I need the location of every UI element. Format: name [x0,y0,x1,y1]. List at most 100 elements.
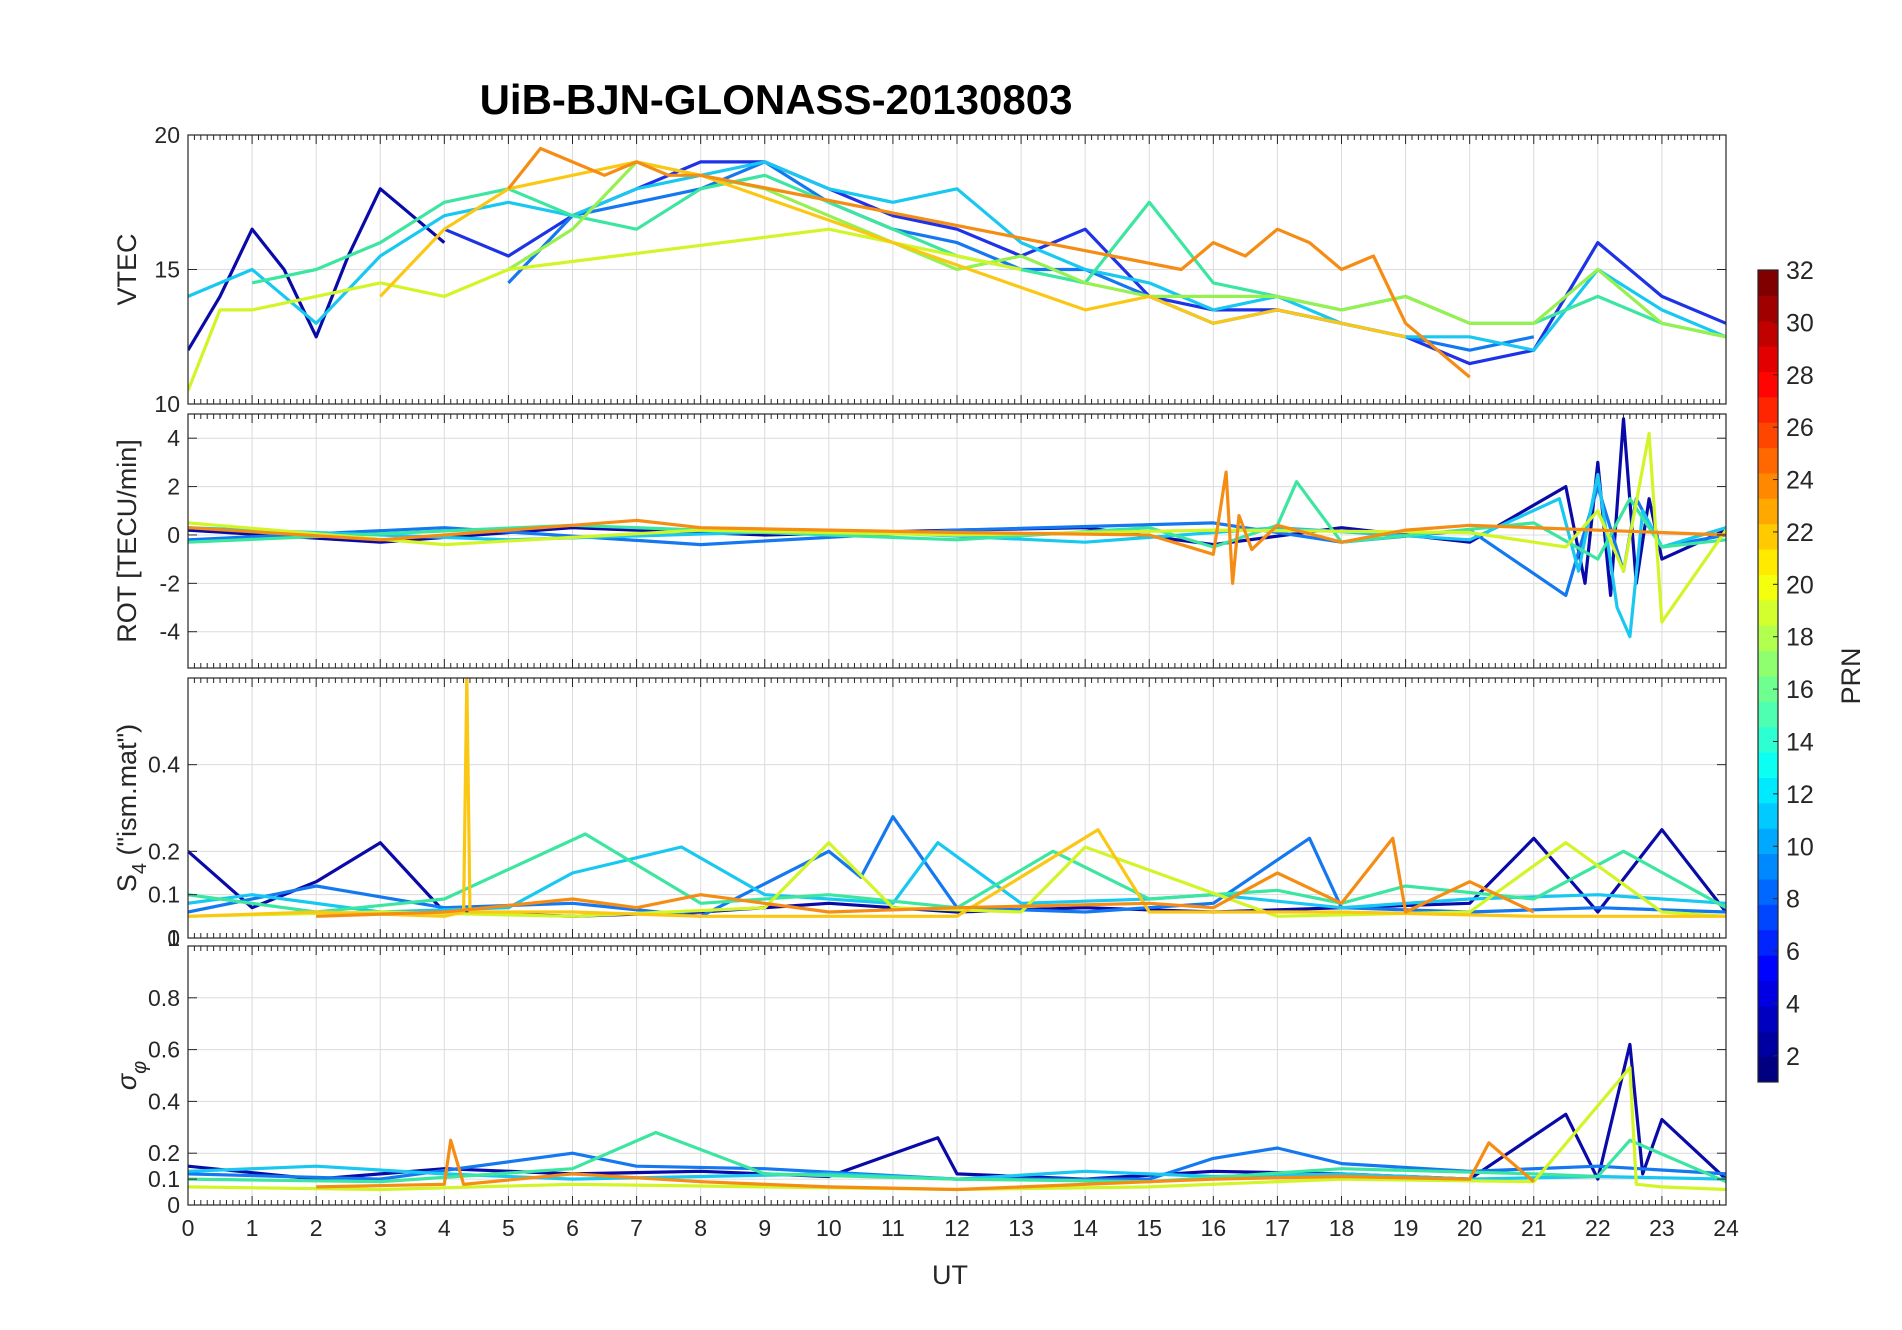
colorbar-segment [1758,422,1778,449]
colorbar-segment [1758,346,1778,372]
series-line-prn-24 [507,146,1471,379]
x-tick-label: 2 [310,1215,323,1241]
x-tick-label: 7 [630,1215,643,1241]
x-tick-label: 0 [182,1215,195,1241]
y-tick-label: 1 [167,925,180,951]
x-tick-label: 20 [1457,1215,1483,1241]
x-tick-label: 11 [881,1215,905,1241]
colorbar-segment [1758,650,1778,677]
x-tick-label: 1 [246,1215,259,1241]
colorbar-segment [1758,270,1778,296]
panel-VTEC: 10 15 20 VTEC [112,122,1727,417]
colorbar-segment [1758,523,1778,550]
colorbar-tick-label: 8 [1786,886,1800,914]
panel-ROT: -4 -2 0 2 4 ROT [TECU/min] [112,413,1727,669]
colorbar-tick-label: 28 [1786,362,1814,390]
y-tick-label: 0.6 [148,1037,180,1063]
colorbar-segment [1758,955,1778,981]
x-tick-label: 4 [438,1215,451,1241]
y-tick-label: 10 [154,391,180,417]
y-axis-label: σφ [112,1061,151,1090]
colorbar-tick-label: 12 [1786,781,1814,809]
series-line-prn-24 [316,836,1535,918]
x-tick-label: 5 [502,1215,515,1241]
x-tick-label: 24 [1713,1215,1739,1241]
y-tick-label: 0.2 [148,838,180,864]
series-line-prn-17 [507,160,1726,339]
y-tick-label: 4 [167,425,180,451]
colorbar-segment [1758,396,1778,423]
colorbar-segment [1758,853,1778,880]
colorbar-tick-label: 14 [1786,728,1814,756]
chart-title: UiB-BJN-GLONASS-20130803 [480,76,1073,123]
y-tick-label: 0.4 [148,752,180,778]
y-axis-label: S4 ("ism.mat") [112,724,151,892]
colorbar-tick-label: 24 [1786,467,1814,495]
colorbar-segment [1758,701,1778,728]
colorbar-segment [1758,625,1778,652]
x-tick-label: 12 [944,1215,970,1241]
series-line-prn-14 [188,480,1726,561]
colorbar-tick-label: 10 [1786,833,1814,861]
colorbar-segment [1758,929,1778,956]
series-line-prn-22 [379,160,1406,339]
colorbar-tick-label: 32 [1786,257,1814,285]
series-line-prn-19 [188,1066,1726,1192]
x-tick-label: 13 [1008,1215,1034,1241]
series-line-prn-19 [188,431,1726,624]
x-tick-label: 23 [1649,1215,1675,1241]
x-tick-label: 3 [374,1215,387,1241]
x-tick-label: 9 [758,1215,771,1241]
colorbar-label: PRN [1836,647,1866,704]
colorbar-segment [1758,904,1778,931]
colorbar-tick-label: 22 [1786,519,1814,547]
colorbar-segment [1758,447,1778,474]
y-tick-label: 0 [167,522,180,548]
series-group [188,146,1726,392]
colorbar-tick-label: 18 [1786,624,1814,652]
colorbar-segment [1758,980,1778,1007]
x-tick-label: 16 [1201,1215,1227,1241]
colorbar-tick-label: 26 [1786,414,1814,442]
y-tick-label: 20 [154,122,180,148]
y-axis-label: VTEC [112,233,142,305]
colorbar-tick-label: 2 [1786,1043,1800,1071]
y-axis-label: ROT [TECU/min] [112,439,142,643]
y-tick-label: -2 [160,570,180,596]
colorbar-segment [1758,752,1778,778]
series-group [188,678,1726,918]
colorbar-segment [1758,1031,1778,1058]
y-tick-label: 0.1 [148,882,180,908]
series-line-prn-2 [188,828,1726,918]
x-tick-label: 10 [816,1215,842,1241]
y-tick-label: 0.8 [148,985,180,1011]
y-tick-label: -4 [160,619,181,645]
colorbar-tick-label: 4 [1786,990,1800,1018]
series-line-prn-5 [443,160,1726,366]
series-line-prn-2 [188,187,446,352]
series-line-prn-24 [188,470,1726,585]
colorbar-segment [1758,1005,1778,1032]
y-tick-label: 0.1 [148,1166,180,1192]
series-line-prn-22 [188,678,1726,918]
colorbar-tick-label: 20 [1786,571,1814,599]
colorbar-segment [1758,879,1778,905]
colorbar-segment [1758,802,1778,829]
series-line-prn-11 [188,160,1726,352]
colorbar-segment [1758,320,1778,347]
panel-S4: 0 0.1 0.2 0.4 1 S4 ("ism.mat") [112,677,1727,951]
colorbar-segment [1758,726,1778,753]
colorbar-frame [1757,269,1779,1083]
y-tick-label: 0.2 [148,1140,180,1166]
y-tick-label: 2 [167,474,180,500]
colorbar-segment [1758,371,1778,398]
series-line-prn-19 [188,227,1022,392]
colorbar-segment [1758,498,1778,525]
y-tick-label: 15 [154,257,180,283]
series-line-prn-19 [188,841,1726,918]
colorbar-segment [1758,549,1778,575]
x-tick-label: 15 [1136,1215,1162,1241]
